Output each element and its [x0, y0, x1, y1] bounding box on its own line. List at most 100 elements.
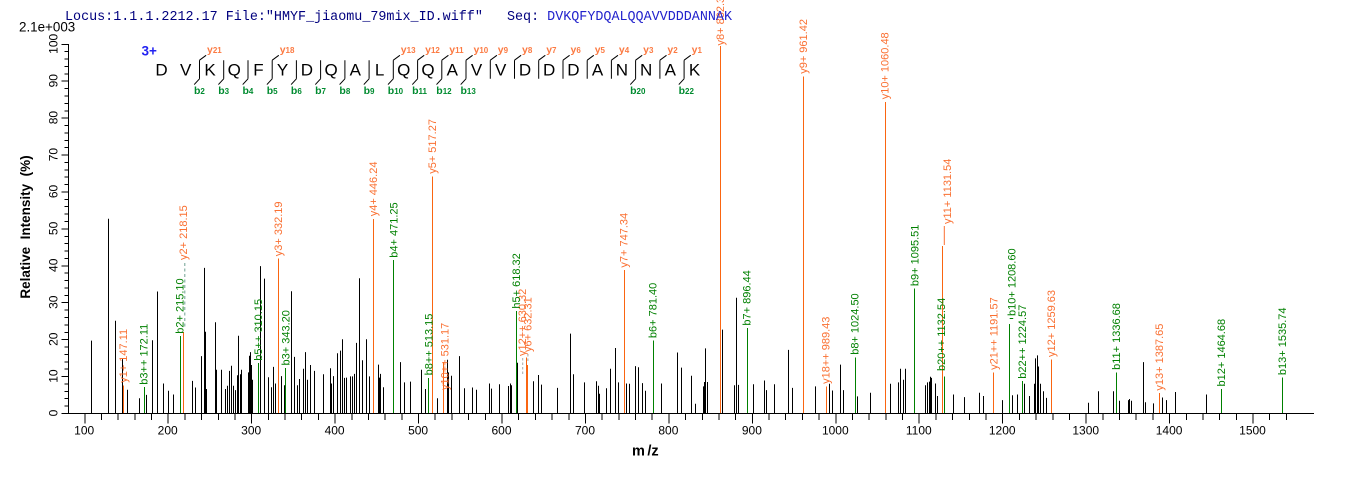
svg-text:y21++ 1191.57: y21++ 1191.57 [988, 297, 1000, 370]
svg-text:Q: Q [397, 61, 410, 80]
svg-text:Relative Intensity (%): Relative Intensity (%) [18, 155, 33, 298]
svg-text:b2+ 215.10: b2+ 215.10 [175, 278, 187, 333]
svg-text:K: K [204, 61, 216, 80]
svg-text:b11: b11 [412, 85, 427, 97]
svg-text:400: 400 [325, 424, 345, 438]
svg-text:D: D [519, 61, 531, 80]
svg-text:A: A [447, 61, 459, 80]
svg-text:b4+ 471.25: b4+ 471.25 [388, 202, 400, 257]
svg-text:80: 80 [47, 111, 61, 125]
svg-text:y13+ 1387.65: y13+ 1387.65 [1154, 324, 1166, 391]
svg-text:b7+ 896.44: b7+ 896.44 [742, 270, 754, 325]
svg-text:Q: Q [228, 61, 241, 80]
svg-text:y11: y11 [449, 44, 464, 56]
svg-text:y1+ 147.11: y1+ 147.11 [118, 329, 130, 383]
svg-text:b20++ 1132.54: b20++ 1132.54 [936, 298, 948, 371]
svg-text:y18++ 989.43: y18++ 989.43 [821, 317, 833, 384]
svg-text:y12+ 1259.63: y12+ 1259.63 [1046, 290, 1058, 357]
svg-text:b6+ 781.40: b6+ 781.40 [648, 283, 660, 338]
svg-text:L: L [375, 61, 384, 80]
svg-text:b8+ 1024.50: b8+ 1024.50 [850, 293, 862, 354]
svg-text:y7+ 747.34: y7+ 747.34 [619, 213, 631, 268]
svg-text:b4: b4 [243, 85, 254, 97]
svg-text:50: 50 [47, 221, 61, 235]
svg-text:10: 10 [47, 369, 61, 383]
svg-text:D: D [567, 61, 579, 80]
svg-text:V: V [471, 61, 483, 80]
svg-text:N: N [616, 61, 628, 80]
svg-text:Locus:1.1.1.2212.17 File:"HMYF: Locus:1.1.1.2212.17 File:"HMYF_jiaomu_79… [65, 10, 733, 25]
svg-text:b12: b12 [436, 85, 452, 97]
svg-text:y2: y2 [667, 44, 678, 56]
svg-text:300: 300 [241, 424, 261, 438]
svg-text:60: 60 [47, 185, 61, 199]
svg-text:b13: b13 [461, 85, 477, 97]
svg-text:2.1e+003: 2.1e+003 [19, 20, 75, 35]
svg-text:b6: b6 [291, 85, 302, 97]
svg-text:b7: b7 [315, 85, 326, 97]
svg-text:70: 70 [47, 148, 61, 162]
svg-text:b9+ 1095.51: b9+ 1095.51 [909, 225, 921, 286]
svg-text:90: 90 [47, 74, 61, 88]
svg-text:V: V [495, 61, 507, 80]
svg-text:y9: y9 [498, 44, 509, 56]
svg-text:A: A [350, 61, 362, 80]
svg-text:y21: y21 [207, 44, 222, 56]
svg-text:200: 200 [158, 424, 178, 438]
svg-text:700: 700 [575, 424, 595, 438]
svg-text:800: 800 [658, 424, 678, 438]
svg-text:b11+ 1336.68: b11+ 1336.68 [1111, 303, 1123, 370]
svg-text:b5++ 310.15: b5++ 310.15 [253, 299, 265, 361]
svg-text:y10++ 531.17: y10++ 531.17 [440, 323, 452, 390]
svg-text:Q: Q [324, 61, 337, 80]
svg-text:b12+ 1464.68: b12+ 1464.68 [1216, 319, 1228, 387]
svg-text:y18: y18 [280, 44, 295, 56]
svg-text:1100: 1100 [906, 424, 932, 438]
svg-text:h5+ 618.32: h5+ 618.32 [511, 253, 523, 308]
svg-text:3+: 3+ [142, 44, 158, 59]
svg-text:1200: 1200 [989, 424, 1016, 438]
svg-text:y10+ 1060.48: y10+ 1060.48 [880, 32, 892, 99]
svg-text:D: D [543, 61, 555, 80]
svg-text:1000: 1000 [822, 424, 849, 438]
svg-text:b3: b3 [218, 85, 229, 97]
svg-text:100: 100 [47, 33, 61, 53]
svg-text:y2+ 218.15: y2+ 218.15 [178, 205, 190, 260]
svg-text:b22: b22 [679, 85, 695, 97]
svg-text:y12++ 630.32: y12++ 630.32 [517, 289, 529, 356]
svg-text:b3+ 343.20: b3+ 343.20 [280, 310, 292, 365]
svg-text:b10: b10 [388, 85, 404, 97]
svg-text:y13: y13 [401, 44, 416, 56]
svg-text:b8++ 513.15: b8++ 513.15 [423, 314, 435, 376]
svg-text:30: 30 [47, 295, 61, 309]
svg-text:y8+ 862.36: y8+ 862.36 [715, 0, 727, 46]
svg-text:b10+ 1208.60: b10+ 1208.60 [1007, 248, 1019, 316]
svg-text:100: 100 [74, 424, 94, 438]
svg-text:y8: y8 [522, 44, 533, 56]
svg-text:F: F [253, 61, 263, 80]
svg-text:b3++ 172.11: b3++ 172.11 [139, 324, 151, 385]
svg-text:b22++ 1224.57: b22++ 1224.57 [1017, 305, 1029, 379]
svg-text:b9: b9 [364, 85, 375, 97]
svg-text:V: V [180, 61, 192, 80]
svg-text:b13+ 1535.74: b13+ 1535.74 [1277, 307, 1289, 375]
svg-text:1300: 1300 [1072, 424, 1099, 438]
svg-text:K: K [689, 61, 701, 80]
svg-text:600: 600 [491, 424, 511, 438]
svg-text:y6+ 632.31: y6+ 632.31 [522, 297, 534, 352]
svg-text:500: 500 [408, 424, 428, 438]
svg-text:b8: b8 [339, 85, 350, 97]
svg-text:A: A [592, 61, 604, 80]
svg-text:Q: Q [421, 61, 434, 80]
svg-text:y3: y3 [643, 44, 654, 56]
svg-text:b2: b2 [194, 85, 205, 97]
svg-text:b20: b20 [630, 85, 646, 97]
svg-text:D: D [155, 61, 167, 80]
svg-text:900: 900 [742, 424, 762, 438]
svg-text:y12: y12 [425, 44, 440, 56]
svg-text:y7: y7 [546, 44, 557, 56]
svg-text:y4+ 446.24: y4+ 446.24 [368, 162, 380, 217]
svg-text:y11+ 1131.54: y11+ 1131.54 [942, 159, 954, 224]
svg-text:y5+ 517.27: y5+ 517.27 [427, 119, 439, 174]
svg-text:y10: y10 [474, 44, 489, 56]
